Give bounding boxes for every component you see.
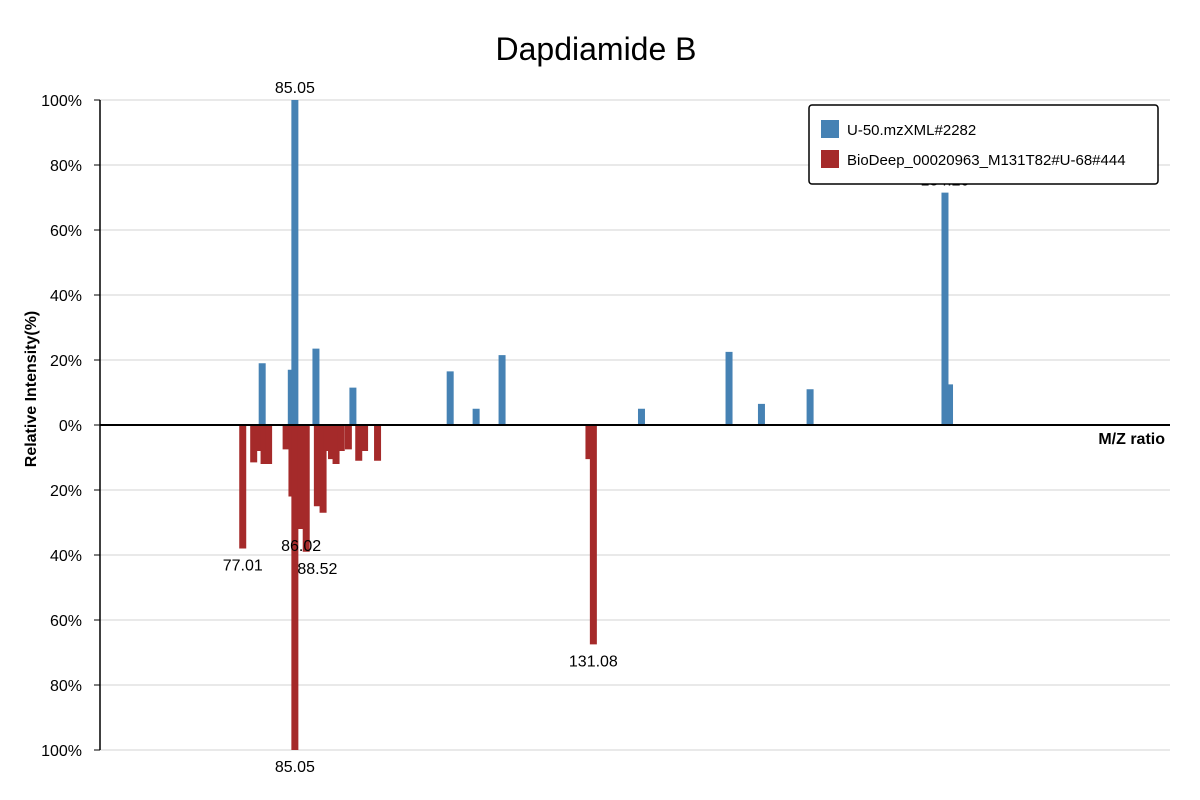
reference-bar [291, 425, 299, 750]
y-tick-label: 20% [50, 483, 82, 500]
legend-box [808, 104, 1159, 185]
legend: U-50.mzXML#2282 BioDeep_00020963_M131T82… [808, 104, 1159, 185]
reference-bar [344, 425, 352, 450]
reference-bar [361, 425, 369, 451]
reference-bar [260, 425, 268, 464]
reference-bar [323, 425, 331, 451]
y-tick-label: 0% [59, 418, 82, 435]
y-tick-label: 80% [50, 678, 82, 695]
y-tick-label: 100% [41, 743, 82, 760]
reference-bar [313, 425, 321, 507]
peak-label: 88.52 [297, 561, 337, 578]
reference-bar [282, 425, 290, 450]
reference-bar [589, 425, 597, 645]
reference-bar [337, 425, 345, 451]
sample-bar [637, 408, 645, 425]
legend-swatch-series-1 [821, 120, 839, 138]
y-axis-label: Relative Intensity(%) [23, 311, 40, 467]
y-tick-label: 60% [50, 613, 82, 630]
chart-title: Dapdiamide B [496, 31, 697, 67]
reference-bar [265, 425, 273, 464]
sample-bar [446, 371, 454, 425]
bars-layer [239, 100, 954, 750]
peak-label: 86.02 [281, 538, 321, 555]
reference-bar [255, 425, 263, 451]
y-tick-label: 60% [50, 223, 82, 240]
legend-label-series-1: U-50.mzXML#2282 [847, 122, 976, 139]
sample-bar [946, 384, 954, 425]
y-tick-label: 100% [41, 93, 82, 110]
y-ticks-layer: 100% 80% 60% 40% 20% 0% 20% 40% 60% 80% 100% [41, 93, 100, 760]
y-tick-label: 40% [50, 288, 82, 305]
sample-bar [287, 369, 295, 425]
sample-bar [258, 363, 266, 425]
peak-label: 131.08 [569, 653, 618, 670]
sample-bar [291, 100, 299, 425]
sample-bar [349, 387, 357, 425]
sample-bar [806, 389, 814, 425]
reference-bar [374, 425, 382, 461]
y-tick-label: 80% [50, 158, 82, 175]
x-axis-label: M/Z ratio [1098, 431, 1165, 448]
sample-bar [725, 351, 733, 425]
reference-bar [239, 425, 247, 549]
sample-bar [312, 348, 320, 425]
reference-bar [319, 425, 327, 513]
y-tick-label: 40% [50, 548, 82, 565]
sample-bar [757, 403, 765, 425]
sample-bar [472, 408, 480, 425]
grid-layer [100, 99, 1170, 751]
legend-label-series-2: BioDeep_00020963_M131T82#U-68#444 [847, 152, 1126, 169]
sample-bar [941, 192, 949, 425]
sample-bar [498, 355, 506, 425]
y-tick-label: 20% [50, 353, 82, 370]
reference-bar [328, 425, 336, 460]
reference-bar [585, 425, 593, 460]
peak-label: 77.01 [223, 558, 263, 575]
reference-bar [355, 425, 363, 461]
reference-bar [250, 425, 258, 463]
reference-bar [332, 425, 340, 464]
reference-bar [302, 425, 310, 552]
legend-swatch-series-2 [821, 150, 839, 168]
peak-label: 85.05 [275, 759, 315, 776]
axes-layer [99, 100, 1170, 750]
peak-label: 85.05 [275, 80, 315, 97]
